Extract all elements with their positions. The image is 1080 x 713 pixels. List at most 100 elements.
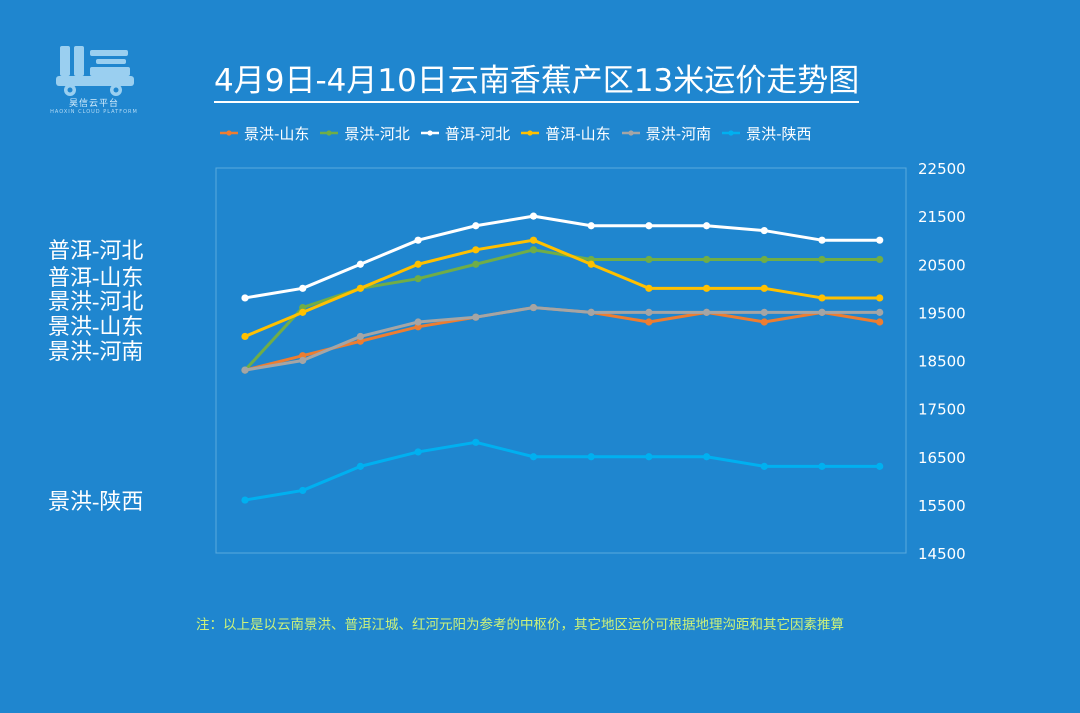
legend-label: 普洱-山东 (545, 124, 611, 143)
data-point (703, 255, 711, 264)
data-point (703, 308, 711, 316)
legend-label: 景洪-河南 (645, 124, 712, 143)
side-label: 景洪-河北 (48, 288, 144, 314)
y-tick-label: 17500 (918, 401, 966, 419)
y-tick-label: 22500 (918, 160, 966, 178)
data-point (529, 303, 538, 312)
data-point (414, 275, 422, 283)
data-point (299, 356, 307, 365)
side-label: 普洱-山东 (48, 264, 144, 290)
y-tick-label: 18500 (918, 353, 966, 371)
data-point (356, 284, 364, 292)
side-label: 景洪-河南 (48, 339, 144, 365)
data-point (818, 308, 826, 316)
data-point (645, 284, 653, 292)
series-line-3 (243, 214, 882, 300)
series-line-5 (243, 306, 882, 372)
chart-title: 4月9日-4月10日云南香蕉产区13米运价走势图 (214, 62, 860, 103)
legend-label: 普洱-河北 (444, 124, 511, 143)
data-point (356, 332, 364, 341)
data-point (241, 294, 249, 302)
data-point (299, 308, 307, 316)
data-point (760, 318, 768, 326)
data-point (587, 453, 595, 461)
series-line-4 (243, 238, 882, 338)
data-point (587, 260, 595, 268)
legend-label: 景洪-河北 (344, 124, 410, 143)
side-label: 普洱-河北 (48, 238, 144, 264)
data-point (414, 318, 422, 326)
data-point (876, 255, 884, 264)
data-point (529, 246, 538, 254)
truck-logo-icon (56, 46, 134, 96)
legend-swatch-icon (220, 130, 238, 136)
data-point (760, 226, 768, 235)
data-point (356, 462, 364, 470)
logo-subtitle: HAOXIN CLOUD PLATFORM (50, 109, 138, 115)
data-point (299, 284, 307, 292)
data-point (818, 236, 826, 244)
data-point (760, 308, 768, 316)
data-point (876, 462, 884, 470)
legend-swatch-icon (621, 130, 640, 136)
legend-item: 景洪-山东 (218, 123, 309, 144)
data-point (414, 448, 422, 456)
legend-item: 普洱-山东 (519, 123, 611, 144)
data-point (760, 284, 768, 292)
legend-label: 景洪-山东 (244, 124, 310, 143)
series-line-1 (243, 306, 882, 372)
data-point (587, 308, 595, 316)
legend-item: 景洪-河南 (620, 123, 711, 144)
footnote: 注：以上是以云南景洪、普洱江城、红河元阳为参考的中枢价，其它地区运价可根据地理沟… (196, 617, 844, 633)
data-point (472, 438, 480, 446)
data-point (645, 308, 653, 316)
data-point (876, 318, 884, 326)
data-point (645, 255, 653, 264)
y-tick-label: 20500 (918, 256, 966, 274)
legend-swatch-icon (521, 130, 540, 136)
legend-item: 景洪-河北 (318, 123, 410, 144)
legend-label: 景洪-陕西 (746, 124, 812, 143)
data-point (645, 453, 653, 461)
data-point (472, 313, 480, 321)
data-point (645, 318, 653, 326)
data-point (414, 260, 422, 268)
y-tick-label: 19500 (918, 304, 966, 322)
data-point (760, 255, 768, 264)
data-point (587, 222, 595, 230)
data-point (818, 294, 826, 302)
data-point (414, 236, 422, 244)
plot-area-border (215, 167, 907, 554)
data-point (299, 486, 307, 495)
y-tick-label: 15500 (918, 497, 966, 515)
data-point (472, 260, 480, 268)
data-point (703, 222, 711, 230)
side-label: 景洪-陕西 (48, 488, 144, 514)
data-point (703, 284, 711, 292)
side-label: 景洪-山东 (48, 313, 144, 339)
series-line-6 (243, 440, 882, 502)
data-point (876, 294, 884, 302)
logo-name: 昊信云平台 (68, 99, 119, 109)
data-point (818, 462, 826, 470)
y-tick-label: 14500 (918, 545, 966, 563)
legend-item: 普洱-河北 (419, 123, 510, 144)
legend-swatch-icon (420, 130, 439, 136)
data-point (760, 462, 768, 470)
legend-swatch-icon (722, 130, 741, 136)
data-point (356, 260, 364, 268)
data-point (529, 453, 538, 461)
data-point (241, 496, 249, 504)
data-point (645, 222, 653, 230)
chart-legend: 景洪-山东 景洪-河北 普洱-河北 普洱-山东 景洪-河南 景洪-陕西 (218, 123, 821, 143)
data-point (529, 236, 538, 244)
data-point (472, 222, 480, 230)
y-tick-label: 16500 (918, 449, 966, 467)
data-point (241, 332, 249, 341)
data-point (876, 308, 884, 316)
y-tick-label: 21500 (918, 208, 966, 226)
data-point (472, 246, 480, 254)
data-point (241, 366, 249, 374)
data-point (876, 236, 884, 244)
